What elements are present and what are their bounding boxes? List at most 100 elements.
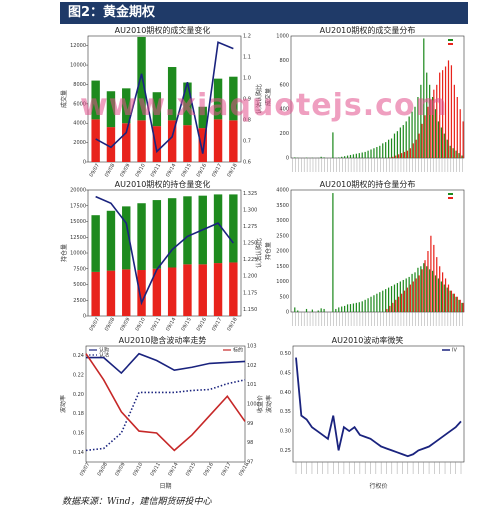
y-tick-label: 0.50 [280,351,291,357]
call-bar [379,292,381,312]
call-bar [420,266,422,312]
call-bar [461,302,463,312]
call-bar [429,84,431,158]
x-tick-label: 09/09 [119,317,131,332]
put-bar [409,148,411,158]
call-iv-line [86,352,246,375]
put-bar [421,123,423,158]
x-tick-label: 09/14 [167,462,179,477]
y-tick-label: 200 [279,131,289,137]
source-note: 数据来源：Wind，建信期货研投中心 [62,497,212,507]
chart-title: AU2010波动率微笑 [332,335,404,345]
call-bar [449,145,451,158]
y-tick-label: 12000 [70,43,86,49]
bar-red [183,264,192,316]
x-tick-label: 09/15 [180,163,192,178]
bar-red [106,127,116,162]
y-tick-label: 3000 [276,218,289,224]
call-bar [373,148,375,158]
put-bar [418,133,420,158]
y-tick-label: 12500 [70,235,86,241]
x-tick-label: 09/11 [150,462,162,477]
legend-put-swatch [448,43,453,45]
y-tick-label: 800 [279,58,289,64]
put-bar [424,260,426,312]
y-tick-label: 10000 [70,63,86,69]
bar-green [137,203,146,271]
y2-tick-label: 100 [247,402,257,408]
y-tick-label: 0.35 [280,409,291,415]
put-bar [447,60,450,158]
bar-red [229,262,238,316]
bar-green [152,92,162,127]
call-bar [367,150,369,158]
x-tick-label: 09/17 [220,462,232,477]
x-tick-label: 09/11 [150,163,162,178]
call-bar [411,111,413,158]
y2-tick-label: 99 [247,421,253,427]
call-bar [349,154,352,158]
bar-green [122,88,131,124]
put-bar [406,287,409,312]
put-bar [400,293,403,312]
call-bar [420,84,422,158]
y2-axis-label: 收盘价 [256,395,264,413]
bar-green [91,215,100,272]
call-bar [390,138,393,158]
y-axis-label: 波动率 [60,395,67,413]
y-tick-label: 400 [279,107,289,113]
call-bar [434,275,437,312]
call-bar [305,308,308,312]
y-tick-label: 600 [279,82,289,88]
call-bar [426,72,428,158]
call-bar [399,127,401,158]
y-tick-label: 20000 [70,188,86,194]
call-bar [446,287,448,312]
call-bar [349,304,352,312]
bar-green [106,210,116,271]
y-tick-label: 2000 [73,140,86,146]
call-bar [434,109,437,158]
bar-red [122,269,131,316]
put-bar [462,302,464,312]
put-bar [444,66,447,158]
volume-distribution-chart: AU2010期权的成交量分布 0 200 400 600 800 1000 成交量 [265,24,470,184]
y2-tick-label: 1.150 [243,307,257,313]
call-bar [390,286,393,312]
y2-tick-label: 1.325 [243,191,257,197]
plot-frame [87,35,242,163]
call-bar [408,276,410,312]
open-interest-distribution-chart: AU2010期权的持仓量分布 0 500 1000 1500 2000 2500 3000 35… [265,178,470,338]
call-bar [352,303,355,312]
chart-title: AU2010隐含波动率走势 [119,335,207,345]
put-bar [403,290,406,312]
chart-title: AU2010期权的成交量变化 [115,25,211,35]
put-bar [421,269,423,312]
put-bar [453,84,455,158]
call-bar [323,308,325,312]
x-tick-label: 09/18 [226,163,238,178]
put-bar [459,109,461,158]
legend-call-label: 认购 [99,347,109,354]
bar-green [213,194,223,264]
y-axis-label: 成交量 [265,88,272,106]
y-tick-label: 6000 [73,101,86,107]
call-bar [385,142,387,158]
call-bar [405,278,407,312]
put-bar [444,278,447,312]
bar-red [198,264,207,316]
bar-green [91,80,100,120]
legend-call-swatch [448,193,453,195]
call-bar [402,125,404,158]
legend-underlying-label: 标的 [233,347,243,354]
call-bar [423,38,425,158]
put-bar [430,235,432,312]
y2-tick-label: 1.1 [243,55,251,61]
y-tick-label: 1500 [276,264,289,270]
y2-tick-label: 103 [247,344,257,350]
x-axis-label: 日期 [159,482,171,490]
call-bar [382,290,384,312]
call-bar [423,263,425,312]
call-bar [361,152,363,158]
call-bar [294,157,296,158]
